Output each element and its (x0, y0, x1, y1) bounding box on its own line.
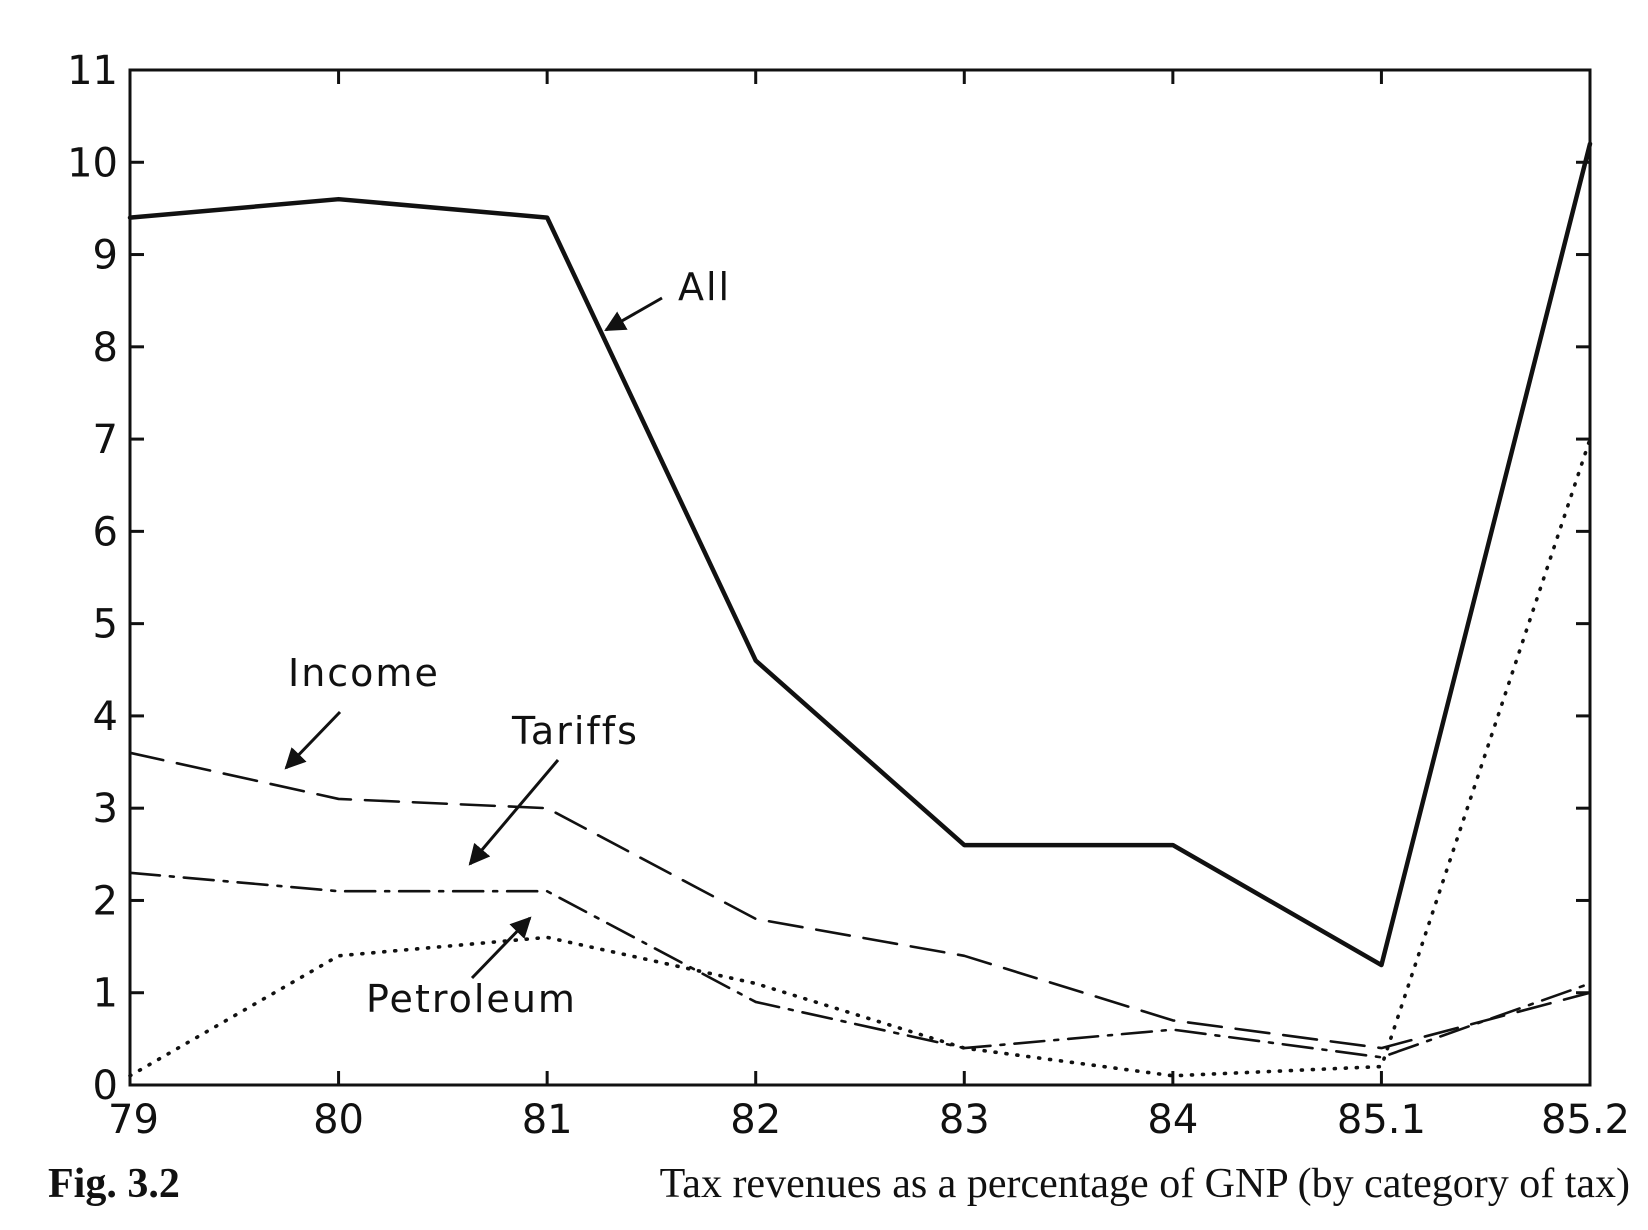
x-tick-label: 81 (522, 1097, 573, 1143)
y-tick-label: 0 (93, 1063, 118, 1109)
axis-ticks: 0 1 2 3 4 5 6 7 8 9 10 11 79 80 81 82 83 84 85.1 85.2 (67, 48, 1630, 1143)
y-tick-label: 2 (93, 878, 118, 924)
figure-title: Tax revenues as a percentage of GNP (by … (659, 1161, 1630, 1207)
x-tick-label: 79 (108, 1097, 159, 1143)
y-tick-label: 6 (93, 509, 118, 555)
series-line-income (128, 751, 1592, 1050)
series-label-petroleum: Petroleum (366, 977, 577, 1021)
series-label-income: Income (288, 651, 440, 695)
plot-frame (128, 68, 1592, 1087)
y-tick-label: 5 (93, 602, 118, 648)
y-tick-label: 11 (67, 48, 118, 94)
y-tick-label: 3 (93, 786, 118, 832)
series-line-petroleum (128, 437, 1592, 1078)
x-tick-label: 84 (1147, 1097, 1198, 1143)
x-tick-label: 80 (313, 1097, 364, 1143)
annotation-arrow-tariffs (468, 759, 560, 866)
series-lines (127, 141, 1593, 1078)
y-tick-label: 4 (93, 694, 118, 740)
series-line-tariffs (128, 871, 1592, 1059)
x-tick-label: 82 (730, 1097, 781, 1143)
annotation-arrow-petroleum (470, 916, 532, 980)
series-label-tariffs: Tariffs (511, 709, 639, 753)
y-tick-label: 9 (93, 233, 118, 279)
series-line-all (127, 141, 1593, 968)
y-tick-label: 8 (93, 325, 118, 371)
x-tick-label: 85.1 (1337, 1097, 1426, 1143)
annotation-arrow-income (284, 710, 342, 770)
y-tick-label: 1 (93, 971, 118, 1017)
x-tick-label: 85.2 (1541, 1097, 1630, 1143)
x-tick-label: 83 (939, 1097, 990, 1143)
y-tick-label: 10 (67, 140, 118, 186)
series-annotations: All Income Tariffs Petroleum (284, 265, 731, 1021)
y-tick-label: 7 (93, 417, 118, 463)
series-label-all: All (678, 265, 731, 309)
figure-number: Fig. 3.2 (48, 1161, 180, 1207)
annotation-arrow-all (604, 296, 663, 332)
